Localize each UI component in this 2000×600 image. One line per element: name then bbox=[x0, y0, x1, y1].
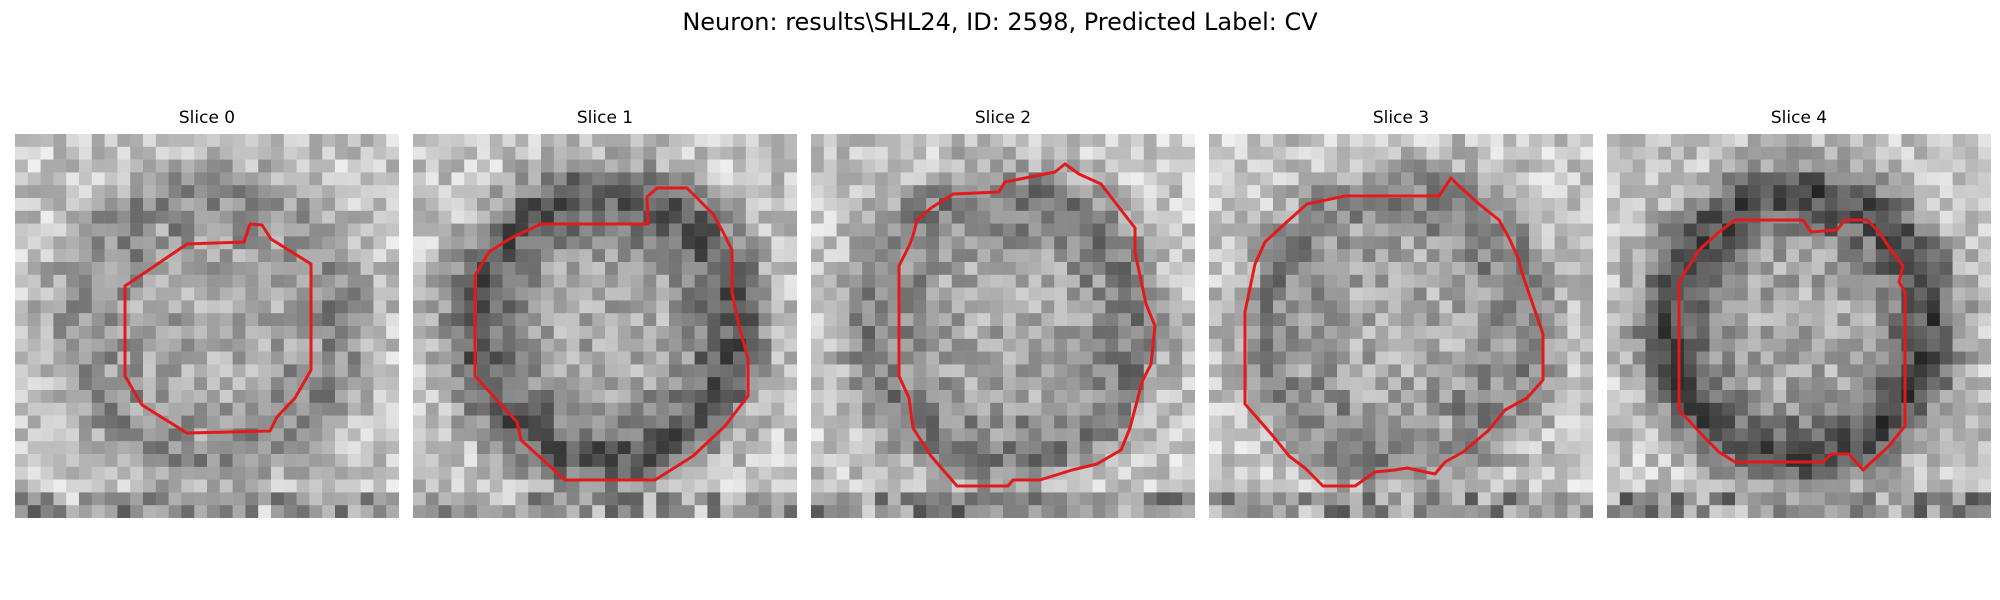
slice-panel-4: Slice 4 bbox=[1607, 108, 1991, 518]
figure-title: Neuron: results\SHL24, ID: 2598, Predict… bbox=[682, 8, 1318, 36]
slice-image bbox=[413, 134, 797, 518]
slice-image bbox=[1607, 134, 1991, 518]
roi-contour bbox=[473, 186, 750, 482]
slice-title: Slice 4 bbox=[1770, 108, 1828, 128]
slice-panel-1: Slice 1 bbox=[413, 108, 797, 518]
roi-contour bbox=[1243, 176, 1545, 488]
slice-image bbox=[1209, 134, 1593, 518]
slice-image bbox=[15, 134, 399, 518]
slice-title: Slice 0 bbox=[178, 108, 236, 128]
slice-panel-0: Slice 0 bbox=[15, 108, 399, 518]
roi-contour bbox=[123, 222, 313, 435]
slice-image bbox=[811, 134, 1195, 518]
slice-title: Slice 1 bbox=[576, 108, 634, 128]
roi-contour bbox=[897, 162, 1157, 488]
slice-title: Slice 2 bbox=[974, 108, 1032, 128]
slice-panel-3: Slice 3 bbox=[1209, 108, 1593, 518]
slice-title: Slice 3 bbox=[1372, 108, 1430, 128]
roi-contour bbox=[1677, 218, 1907, 472]
slice-panel-2: Slice 2 bbox=[811, 108, 1195, 518]
